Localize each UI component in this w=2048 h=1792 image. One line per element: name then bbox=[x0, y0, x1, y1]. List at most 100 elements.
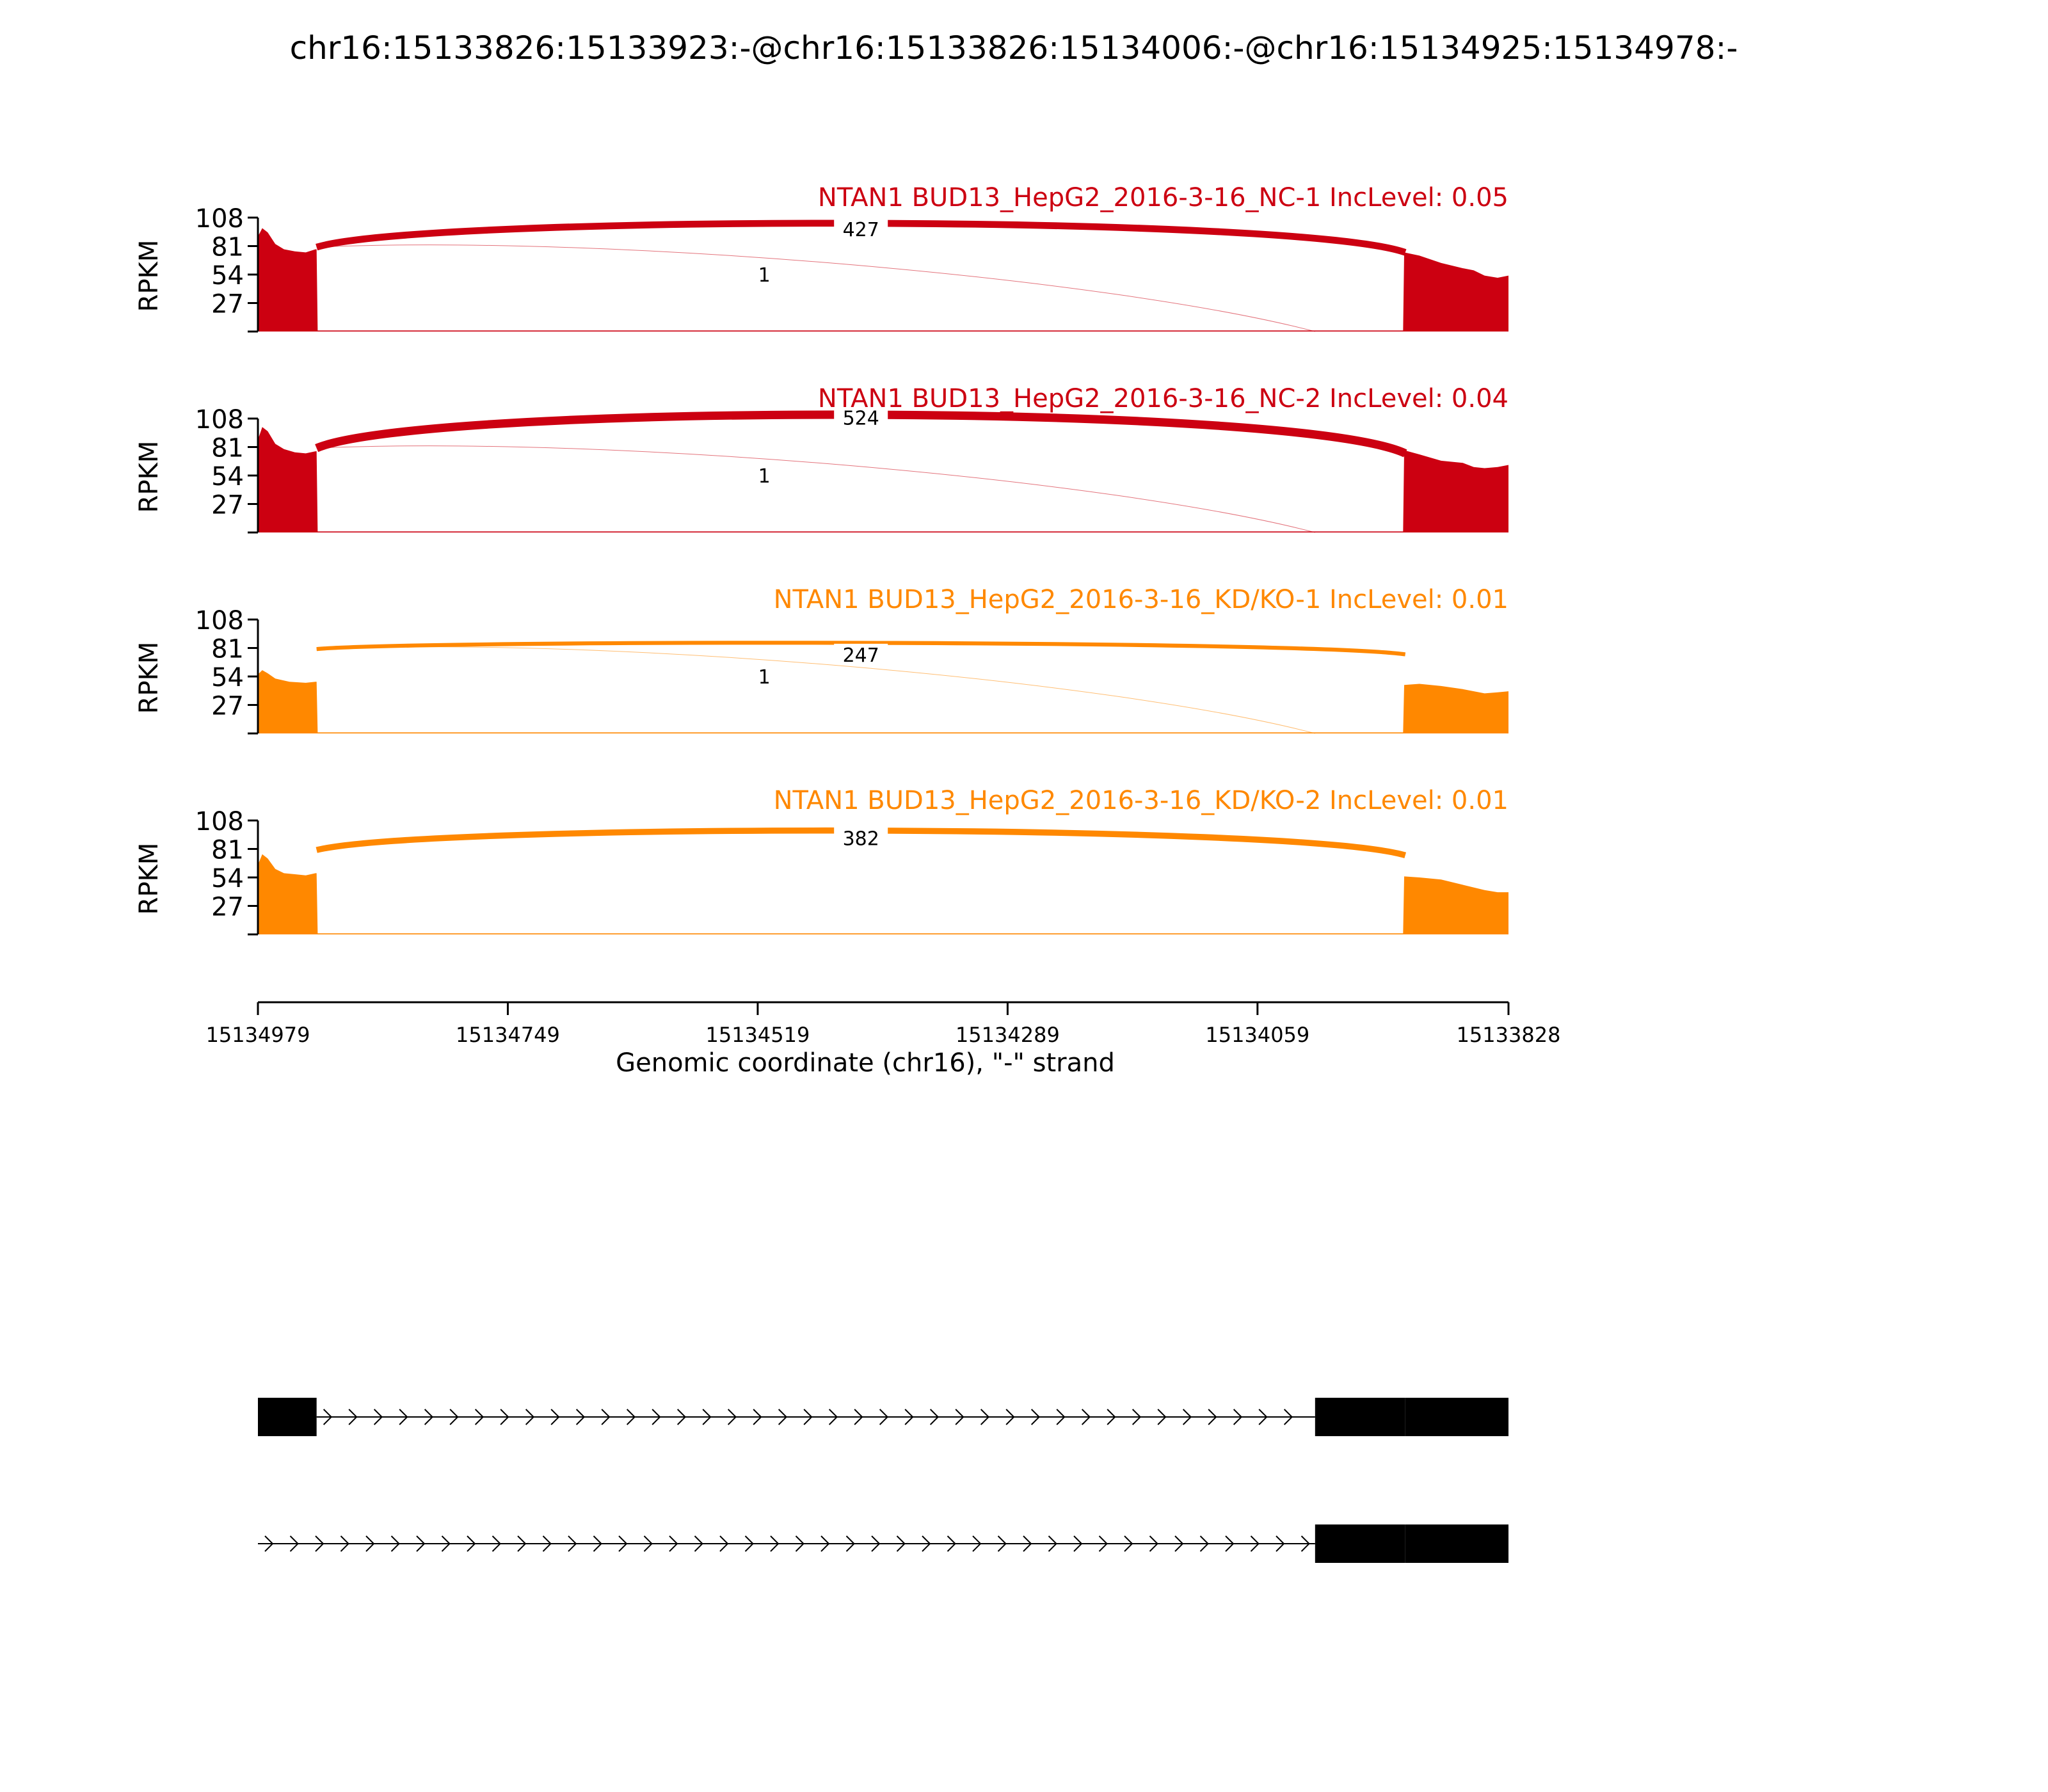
junction-count-bg bbox=[749, 264, 780, 287]
x-tick-label: 15134749 bbox=[456, 1023, 560, 1047]
track-label: NTAN1 BUD13_HepG2_2016-3-16_NC-2 IncLeve… bbox=[818, 384, 1508, 413]
strand-chevron bbox=[854, 1409, 863, 1425]
y-tick-label: 27 bbox=[211, 893, 244, 922]
strand-chevron bbox=[1208, 1409, 1217, 1425]
strand-chevron bbox=[315, 1535, 324, 1552]
strand-chevron bbox=[922, 1535, 931, 1552]
y-tick-label: 27 bbox=[211, 290, 244, 319]
strand-chevron bbox=[1124, 1535, 1133, 1552]
strand-chevron bbox=[264, 1535, 274, 1552]
strand-chevron bbox=[373, 1409, 383, 1425]
strand-chevron bbox=[340, 1535, 349, 1552]
strand-chevron bbox=[1276, 1535, 1285, 1552]
strand-chevron bbox=[1073, 1535, 1083, 1552]
exon-block bbox=[1315, 1524, 1405, 1563]
exon-block bbox=[1405, 1524, 1508, 1563]
strand-chevron bbox=[323, 1409, 333, 1425]
strand-chevron bbox=[424, 1409, 434, 1425]
junction-arc bbox=[316, 641, 1406, 657]
strand-chevron bbox=[441, 1535, 451, 1552]
strand-chevron bbox=[1182, 1409, 1192, 1425]
track-label: NTAN1 BUD13_HepG2_2016-3-16_NC-1 IncLeve… bbox=[818, 183, 1508, 212]
coverage-area bbox=[258, 427, 1508, 532]
strand-chevron bbox=[1149, 1535, 1158, 1552]
strand-chevron bbox=[669, 1535, 678, 1552]
strand-chevron bbox=[1300, 1535, 1310, 1552]
strand-chevron bbox=[845, 1535, 855, 1552]
strand-chevron bbox=[416, 1535, 426, 1552]
junction-count: 1 bbox=[758, 465, 771, 488]
strand-chevron bbox=[947, 1535, 956, 1552]
strand-chevron bbox=[904, 1409, 914, 1425]
junction-count-bg bbox=[834, 406, 888, 430]
junction-count: 1 bbox=[758, 666, 771, 689]
strand-chevron bbox=[1250, 1535, 1260, 1552]
strand-chevron bbox=[1157, 1409, 1167, 1425]
y-tick-label: 27 bbox=[211, 692, 244, 721]
junction-count-bg bbox=[834, 218, 888, 242]
track-label: NTAN1 BUD13_HepG2_2016-3-16_KD/KO-2 IncL… bbox=[774, 786, 1508, 815]
junction-count: 427 bbox=[843, 219, 879, 241]
y-axis-label: RPKM bbox=[134, 441, 164, 513]
strand-chevron bbox=[500, 1409, 509, 1425]
x-tick-label: 15134289 bbox=[956, 1023, 1060, 1047]
strand-chevron bbox=[517, 1535, 527, 1552]
strand-chevron bbox=[492, 1535, 501, 1552]
gene-model-1 bbox=[258, 1398, 1508, 1436]
y-tick-label: 54 bbox=[211, 261, 244, 291]
y-tick-label: 108 bbox=[195, 807, 244, 836]
exon-block bbox=[1315, 1398, 1405, 1436]
strand-chevron bbox=[568, 1535, 577, 1552]
track-3: 247 1 NTAN1 BUD13_HepG2_2016-3-16_KD/KO-1 … bbox=[134, 585, 1508, 735]
strand-chevron bbox=[1056, 1409, 1066, 1425]
y-axis-label: RPKM bbox=[134, 240, 164, 312]
junction-count-bg bbox=[834, 643, 888, 667]
strand-chevron bbox=[972, 1535, 982, 1552]
y-axis-label: RPKM bbox=[134, 843, 164, 915]
strand-chevron bbox=[770, 1535, 780, 1552]
strand-chevron bbox=[879, 1409, 889, 1425]
strand-chevron bbox=[694, 1535, 703, 1552]
strand-chevron bbox=[727, 1409, 737, 1425]
strand-chevron bbox=[803, 1409, 813, 1425]
strand-chevron bbox=[399, 1409, 408, 1425]
strand-chevron bbox=[820, 1535, 830, 1552]
junction-count-bg bbox=[749, 666, 780, 689]
x-tick-label: 15133828 bbox=[1457, 1023, 1561, 1047]
track-4: 382 NTAN1 BUD13_HepG2_2016-3-16_KD/KO-2 I… bbox=[134, 786, 1508, 936]
strand-chevron bbox=[348, 1409, 358, 1425]
gene-model-2 bbox=[258, 1524, 1508, 1563]
x-tick-label: 15134519 bbox=[705, 1023, 810, 1047]
figure-title: chr16:15133826:15133923:-@chr16:15133826… bbox=[290, 29, 1738, 67]
track-2: 524 1 NTAN1 BUD13_HepG2_2016-3-16_NC-2 Inc… bbox=[134, 384, 1508, 534]
strand-chevron bbox=[1199, 1535, 1209, 1552]
junction-arc bbox=[316, 244, 1315, 332]
strand-chevron bbox=[449, 1409, 459, 1425]
strand-chevron bbox=[929, 1409, 940, 1425]
strand-chevron bbox=[525, 1409, 535, 1425]
y-tick-label: 81 bbox=[211, 635, 244, 664]
y-tick-label: 81 bbox=[211, 233, 244, 262]
strand-chevron bbox=[828, 1409, 838, 1425]
coverage-area bbox=[258, 228, 1508, 332]
strand-chevron bbox=[593, 1535, 602, 1552]
strand-chevron bbox=[365, 1535, 375, 1552]
exon-block bbox=[258, 1398, 317, 1436]
strand-chevron bbox=[795, 1535, 804, 1552]
coverage-area bbox=[258, 670, 1508, 733]
strand-chevron bbox=[626, 1409, 636, 1425]
strand-chevron bbox=[676, 1409, 687, 1425]
y-tick-label: 108 bbox=[195, 606, 244, 636]
y-tick-label: 54 bbox=[211, 663, 244, 692]
strand-chevron bbox=[652, 1409, 661, 1425]
strand-chevron bbox=[719, 1535, 729, 1552]
x-axis-label: Genomic coordinate (chr16), "-" strand bbox=[616, 1048, 1115, 1078]
strand-chevron bbox=[1030, 1409, 1041, 1425]
strand-chevron bbox=[601, 1409, 611, 1425]
junction-count-bg bbox=[749, 465, 780, 488]
strand-chevron bbox=[753, 1409, 762, 1425]
strand-chevron bbox=[575, 1409, 586, 1425]
strand-chevron bbox=[550, 1409, 560, 1425]
track-label: NTAN1 BUD13_HepG2_2016-3-16_KD/KO-1 IncL… bbox=[774, 585, 1508, 614]
y-tick-label: 108 bbox=[195, 204, 244, 234]
